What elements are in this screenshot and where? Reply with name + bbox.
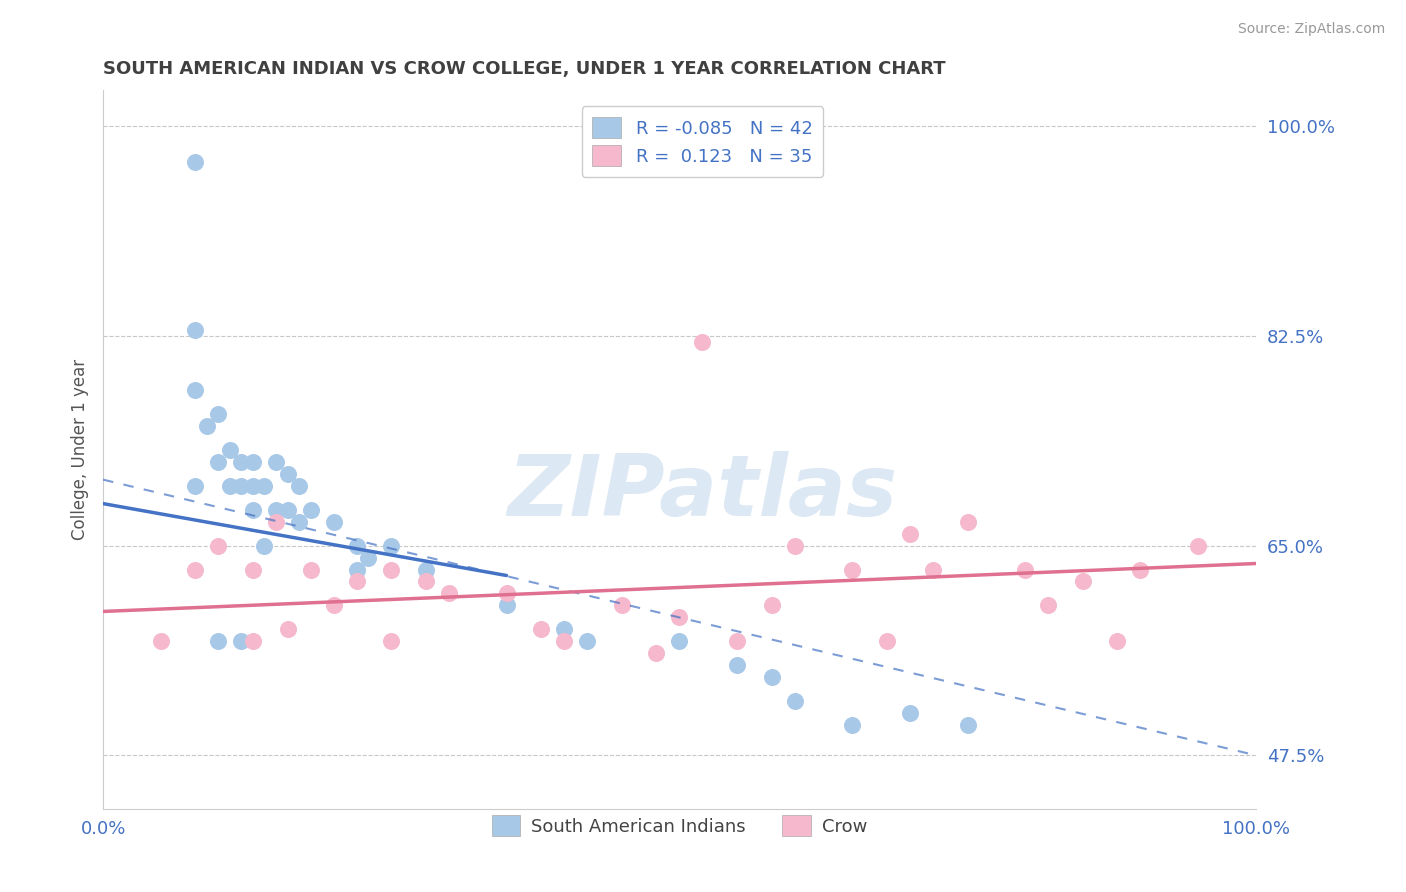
Point — [956, 515, 979, 529]
Point — [253, 539, 276, 553]
Point — [288, 478, 311, 492]
Point — [346, 562, 368, 576]
Point — [841, 718, 863, 732]
Point — [322, 515, 344, 529]
Point — [231, 634, 253, 648]
Point — [415, 574, 437, 589]
Point — [231, 455, 253, 469]
Point — [299, 502, 322, 516]
Point — [692, 334, 714, 349]
Point — [553, 634, 575, 648]
Point — [495, 586, 517, 600]
Point — [322, 599, 344, 613]
Point — [195, 418, 218, 433]
Point — [277, 623, 299, 637]
Point — [219, 478, 242, 492]
Point — [357, 550, 380, 565]
Point — [184, 155, 207, 169]
Point — [242, 455, 264, 469]
Point — [207, 539, 229, 553]
Point — [898, 706, 921, 721]
Point — [783, 694, 806, 708]
Point — [576, 634, 599, 648]
Point — [242, 562, 264, 576]
Point — [725, 658, 748, 673]
Point — [415, 562, 437, 576]
Point — [841, 562, 863, 576]
Point — [437, 586, 460, 600]
Point — [264, 455, 287, 469]
Point — [922, 562, 945, 576]
Point — [231, 478, 253, 492]
Point — [1071, 574, 1094, 589]
Point — [207, 634, 229, 648]
Point — [184, 478, 207, 492]
Point — [783, 539, 806, 553]
Point — [264, 515, 287, 529]
Point — [761, 670, 783, 684]
Point — [645, 646, 668, 660]
Point — [610, 599, 633, 613]
Point — [1038, 599, 1060, 613]
Point — [495, 599, 517, 613]
Point — [346, 574, 368, 589]
Point — [725, 634, 748, 648]
Point — [184, 838, 207, 852]
Text: Source: ZipAtlas.com: Source: ZipAtlas.com — [1237, 22, 1385, 37]
Point — [242, 634, 264, 648]
Point — [253, 478, 276, 492]
Point — [277, 502, 299, 516]
Point — [1107, 634, 1129, 648]
Point — [530, 623, 553, 637]
Point — [380, 634, 402, 648]
Point — [207, 407, 229, 421]
Point — [184, 562, 207, 576]
Text: ZIPatlas: ZIPatlas — [508, 451, 897, 534]
Point — [219, 442, 242, 457]
Point — [299, 562, 322, 576]
Point — [288, 515, 311, 529]
Text: SOUTH AMERICAN INDIAN VS CROW COLLEGE, UNDER 1 YEAR CORRELATION CHART: SOUTH AMERICAN INDIAN VS CROW COLLEGE, U… — [103, 60, 946, 78]
Point — [277, 467, 299, 481]
Point — [184, 383, 207, 397]
Point — [380, 562, 402, 576]
Point — [761, 599, 783, 613]
Point — [956, 718, 979, 732]
Legend: South American Indians, Crow: South American Indians, Crow — [485, 808, 875, 843]
Point — [898, 526, 921, 541]
Point — [1187, 539, 1209, 553]
Point — [264, 502, 287, 516]
Point — [1014, 562, 1036, 576]
Point — [668, 634, 690, 648]
Point — [1129, 562, 1152, 576]
Point — [149, 634, 172, 648]
Point — [668, 610, 690, 624]
Point — [346, 539, 368, 553]
Point — [380, 539, 402, 553]
Y-axis label: College, Under 1 year: College, Under 1 year — [72, 359, 89, 541]
Point — [207, 455, 229, 469]
Point — [242, 502, 264, 516]
Point — [876, 634, 898, 648]
Point — [553, 623, 575, 637]
Point — [184, 323, 207, 337]
Point — [242, 478, 264, 492]
